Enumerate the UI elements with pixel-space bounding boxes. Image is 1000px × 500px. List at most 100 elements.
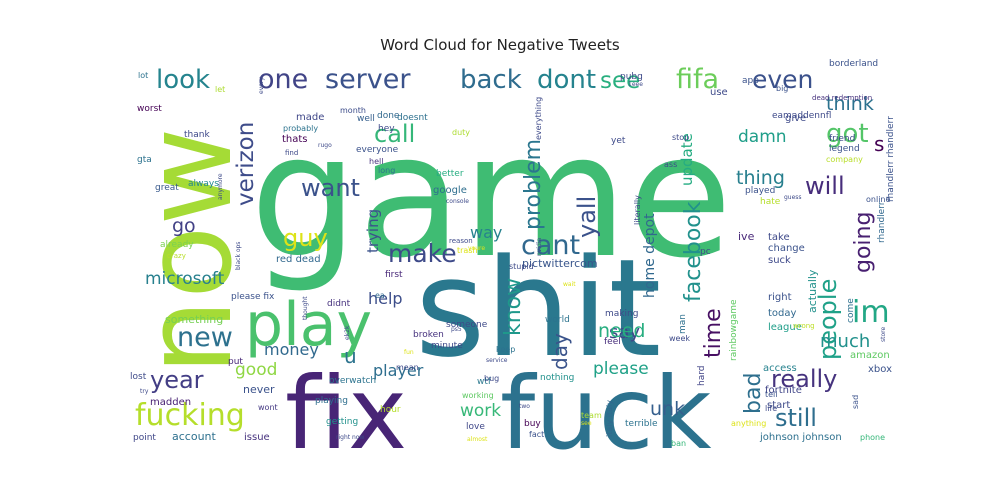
word-crazy: crazy — [167, 252, 186, 260]
word-played: played — [745, 186, 775, 196]
word-always: always — [188, 179, 219, 189]
word-pubg: pubg — [620, 72, 643, 82]
word-mean: mean — [396, 363, 419, 372]
word-something: something — [165, 313, 223, 326]
word-even: even — [752, 65, 813, 94]
word-trash: trash — [457, 246, 478, 255]
word-much: much — [820, 331, 870, 352]
word-hey: hey — [378, 124, 395, 134]
word-probably: probably — [283, 124, 318, 133]
word-friend: friend — [829, 134, 855, 144]
word-bad: bad — [741, 373, 766, 414]
word-life: life — [765, 404, 777, 413]
word-come: come — [846, 298, 856, 323]
word-tell: tell — [765, 390, 778, 399]
word-keep: keep — [496, 345, 515, 354]
word-fun: fun — [404, 349, 414, 356]
word-call: call — [374, 120, 415, 148]
word-work: work — [460, 401, 501, 421]
word-cant: cant — [521, 230, 580, 261]
word-youre: youre — [468, 245, 485, 252]
word-going: going — [851, 212, 876, 273]
word-already: already — [160, 240, 194, 250]
word-please-fix: please fix — [231, 292, 275, 302]
word-world: world — [545, 315, 570, 325]
word-doesnt: doesnt — [397, 113, 428, 123]
word-lot: lot — [138, 71, 148, 80]
word-black-ops: black ops — [235, 242, 242, 270]
word-one: one — [258, 64, 308, 95]
word-dont: dont — [537, 65, 596, 95]
word-getting: getting — [326, 417, 358, 427]
word-say: say — [609, 322, 640, 343]
word-player: player — [373, 361, 424, 380]
word-rhandlerr: rhandlerr — [877, 201, 887, 243]
word-money: money — [264, 340, 319, 359]
word-point: point — [133, 433, 156, 443]
word-fix: fix — [285, 355, 407, 472]
word-thats: thats — [282, 134, 308, 145]
word-ass: ass — [664, 160, 677, 169]
word-time: time — [701, 308, 726, 358]
word-will: will — [805, 172, 845, 200]
word-borderland: borderland — [829, 59, 878, 69]
word-suck: suck — [768, 255, 791, 266]
word-sad: sad — [851, 395, 860, 409]
word-everything: everything — [534, 97, 543, 140]
word-feel: feel — [604, 337, 621, 347]
word-terrible: terrible — [625, 419, 658, 429]
word-made: made — [296, 112, 324, 123]
word-thought: thought — [302, 296, 309, 320]
word-wont: wont — [258, 403, 278, 412]
word-phone: phone — [860, 433, 885, 442]
word-wtf: wtf — [477, 377, 492, 387]
word-ps5: ps5 — [451, 326, 462, 333]
word-almost: almost — [467, 436, 488, 443]
word-anything: anything — [731, 419, 766, 428]
word-madden: madden — [150, 397, 191, 408]
word-thank: thank — [184, 130, 210, 140]
word-everyone: everyone — [356, 145, 399, 155]
word-thing: thing — [736, 167, 785, 189]
word-bug: bug — [484, 374, 499, 383]
word-new: new — [177, 322, 233, 353]
word-broken: broken — [413, 330, 444, 340]
word-service: service — [486, 357, 508, 364]
word-xbox: xbox — [868, 364, 892, 375]
word-yall: yall — [573, 196, 601, 238]
word-eamaddennfl: eamaddennfl — [772, 111, 831, 121]
word-guess: guess — [784, 194, 802, 201]
word-wrong: wrong — [793, 322, 815, 330]
word-fact: fact — [529, 430, 544, 439]
word-done: done — [377, 111, 400, 121]
word-help: help — [368, 289, 403, 308]
word-back: back — [460, 65, 522, 95]
word-ea: ea — [375, 291, 385, 300]
word-two: two — [519, 403, 530, 410]
word-app: app — [742, 76, 759, 86]
word-fuck: fuck — [500, 355, 712, 472]
word-put: put — [228, 357, 243, 367]
word-actually: actually — [806, 269, 819, 313]
word-duty: duty — [452, 128, 470, 137]
word-microsoft: microsoft — [145, 269, 225, 289]
word-overwatch: overwatch — [329, 376, 376, 386]
word-u: u — [344, 344, 357, 368]
word-pictwittercom: pictwittercom — [522, 257, 598, 270]
word-italy-italy: italy italy — [605, 400, 614, 437]
word-know: know — [501, 278, 526, 336]
word-minute: minute — [431, 341, 463, 351]
word-red-dead: red dead — [276, 254, 321, 265]
word-well: well — [357, 114, 375, 124]
word-good: good — [235, 360, 277, 380]
word-league: league — [768, 322, 802, 333]
word-gta: gta — [137, 155, 152, 165]
word-facebook: facebook — [681, 201, 706, 302]
word-making: making — [605, 309, 638, 319]
word-literally: literally — [633, 195, 642, 225]
word-anymore: anymore — [217, 173, 224, 200]
word-game: game — [250, 98, 732, 296]
word-find: find — [285, 149, 298, 157]
word-see: see — [600, 68, 640, 94]
word-home-depot: home depot — [642, 213, 658, 298]
